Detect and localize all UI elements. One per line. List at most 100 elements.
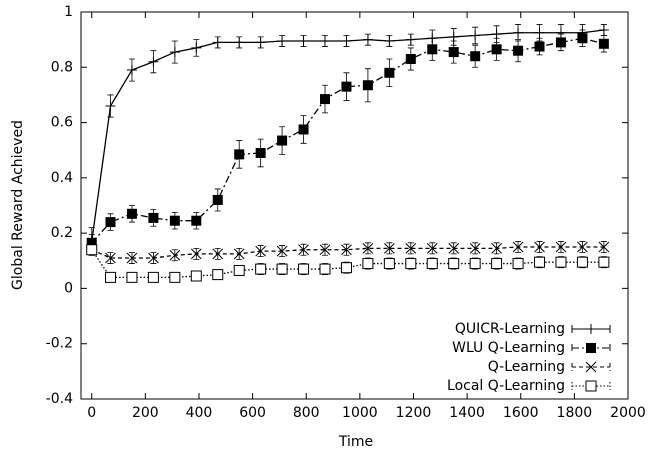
marker — [234, 149, 245, 160]
marker — [512, 258, 524, 270]
marker — [126, 252, 138, 264]
marker — [491, 29, 502, 40]
y-tick-label: 0.4 — [51, 170, 73, 186]
x-tick-label: 1400 — [449, 405, 485, 421]
marker — [104, 271, 116, 283]
marker — [255, 263, 267, 275]
marker — [384, 36, 395, 47]
y-tick-label: -0.2 — [46, 336, 73, 352]
marker — [148, 56, 159, 67]
legend-marker — [585, 361, 597, 373]
marker — [126, 65, 137, 76]
legend-label: Local Q-Learning — [447, 378, 565, 394]
marker — [298, 124, 309, 135]
marker — [491, 258, 503, 270]
x-tick-label: 200 — [132, 405, 159, 421]
marker — [126, 208, 137, 219]
marker — [86, 244, 98, 256]
y-tick-label: 0.8 — [51, 59, 73, 75]
marker — [598, 256, 610, 268]
legend-label: Q-Learning — [488, 359, 565, 375]
marker — [276, 263, 288, 275]
marker — [212, 248, 224, 260]
marker — [298, 36, 309, 47]
marker — [148, 252, 159, 264]
marker — [169, 215, 180, 226]
marker — [169, 249, 181, 261]
marker — [255, 245, 267, 257]
marker — [298, 263, 310, 275]
marker — [276, 245, 288, 257]
marker — [555, 256, 567, 268]
marker — [512, 241, 524, 253]
x-tick-label: 1800 — [557, 405, 593, 421]
marker — [298, 244, 309, 256]
marker — [190, 248, 202, 260]
marker — [191, 215, 202, 226]
marker — [470, 30, 481, 41]
series-line — [91, 37, 605, 244]
marker — [105, 100, 116, 111]
marker — [405, 34, 416, 45]
y-tick-label: 0.2 — [51, 225, 73, 241]
marker — [212, 37, 223, 48]
marker — [320, 94, 331, 105]
legend-label: WLU Q-Learning — [452, 340, 565, 356]
marker — [534, 41, 545, 52]
marker — [105, 252, 116, 264]
marker — [255, 37, 266, 48]
marker — [169, 271, 181, 283]
marker — [513, 27, 524, 38]
marker — [491, 242, 502, 254]
plot-frame — [80, 11, 629, 400]
marker — [277, 36, 288, 47]
marker — [598, 241, 610, 253]
x-tick-label: 0 — [87, 405, 96, 421]
marker — [555, 241, 567, 253]
marker — [405, 53, 416, 64]
marker — [341, 244, 352, 256]
marker — [255, 147, 266, 158]
marker — [212, 194, 223, 205]
x-tick-label: 1600 — [503, 405, 539, 421]
marker — [405, 242, 417, 254]
x-tick-label: 800 — [293, 405, 320, 421]
y-tick-label: 0.6 — [51, 115, 73, 131]
marker — [320, 36, 331, 47]
marker — [384, 242, 395, 254]
marker — [105, 217, 116, 228]
marker — [190, 270, 202, 282]
y-tick-label: 0 — [64, 280, 73, 296]
marker — [341, 36, 352, 47]
marker — [405, 258, 417, 270]
marker — [362, 80, 373, 91]
marker — [319, 263, 331, 275]
marker — [341, 81, 352, 92]
marker — [426, 242, 438, 254]
marker — [469, 242, 481, 254]
marker — [534, 256, 546, 268]
marker — [319, 244, 331, 256]
marker — [577, 33, 588, 44]
y-tick-label: -0.4 — [46, 391, 73, 407]
marker — [470, 51, 481, 62]
x-tick-label: 1200 — [396, 405, 432, 421]
marker — [491, 44, 502, 55]
legend-marker — [586, 343, 596, 353]
marker — [448, 258, 460, 270]
marker — [384, 67, 395, 78]
marker — [427, 44, 438, 55]
marker — [148, 212, 159, 223]
marker — [576, 256, 588, 268]
marker — [383, 258, 395, 270]
marker — [169, 47, 180, 58]
marker — [212, 269, 224, 281]
x-axis-label: Time — [338, 434, 373, 450]
marker — [448, 31, 459, 42]
marker — [469, 258, 481, 270]
x-tick-label: 600 — [239, 405, 266, 421]
marker — [233, 264, 245, 276]
marker — [340, 262, 352, 274]
x-tick-label: 400 — [186, 405, 213, 421]
